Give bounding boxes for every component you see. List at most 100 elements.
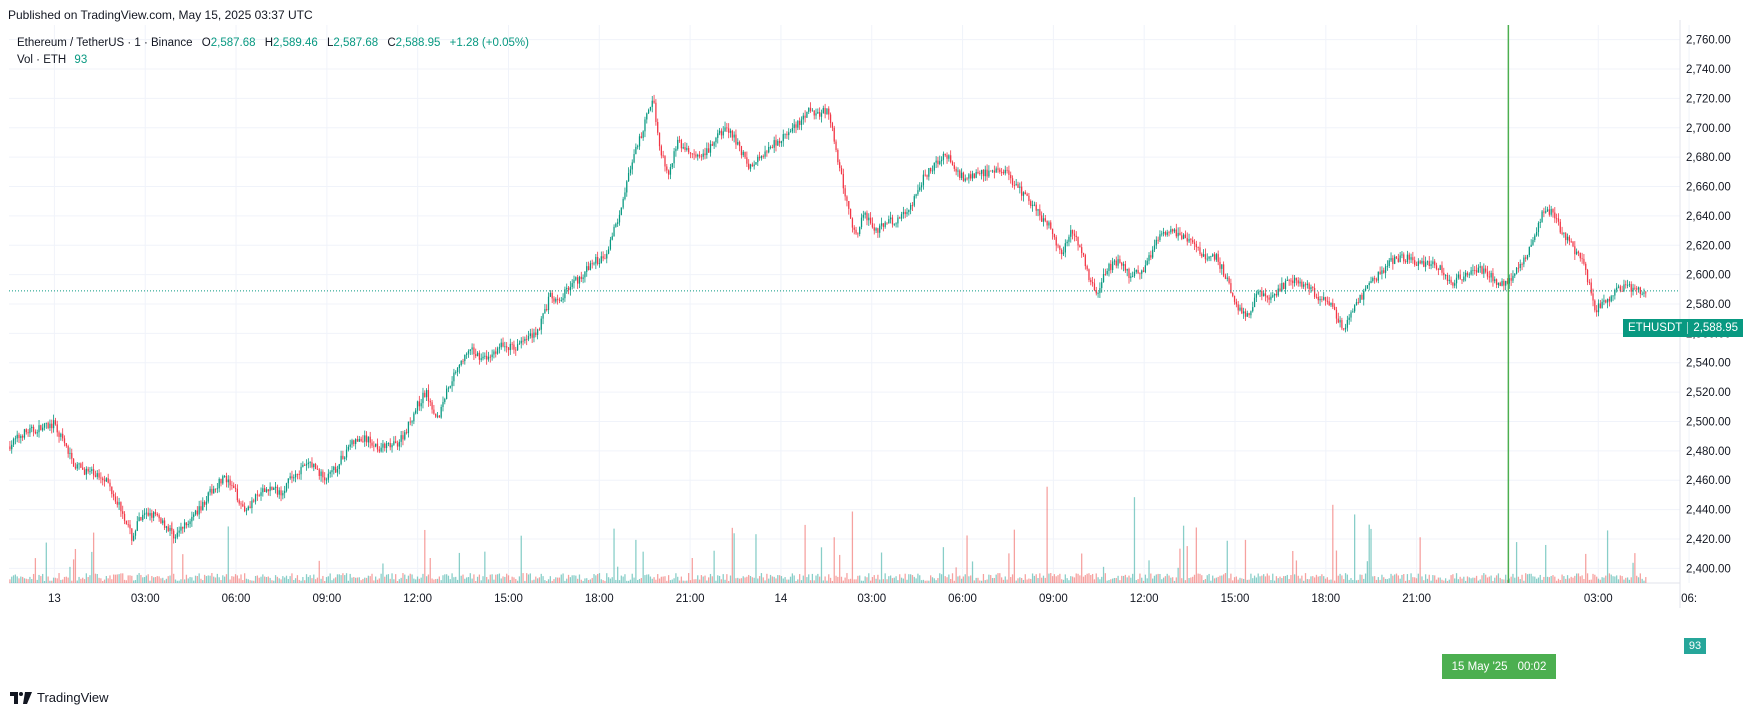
candle-body — [1574, 246, 1576, 255]
candle-body — [1295, 277, 1298, 281]
candle-body — [895, 223, 897, 225]
volume-bar — [1395, 573, 1398, 583]
candle-body — [1412, 257, 1414, 261]
volume-bar — [979, 580, 981, 583]
candle-body — [131, 528, 133, 541]
candle-body — [489, 356, 491, 358]
candle-body — [1415, 264, 1418, 266]
volume-bar — [1068, 580, 1070, 583]
candle-body — [684, 147, 686, 150]
candle-body — [828, 108, 830, 115]
candle-body — [220, 478, 222, 484]
volume-bar — [1501, 579, 1503, 583]
volume-bar — [1614, 576, 1616, 583]
candle-body — [307, 462, 309, 465]
volume-bar — [717, 575, 719, 583]
volume-bar — [1004, 576, 1006, 583]
volume-bar — [293, 579, 295, 583]
volume-bar — [74, 548, 77, 583]
volume-bar — [1364, 573, 1367, 583]
volume-bar — [660, 576, 662, 583]
candle-body — [793, 124, 795, 129]
x-tick-label: 09:00 — [1039, 593, 1068, 605]
candle-body — [910, 205, 912, 210]
candle-body — [445, 388, 448, 399]
volume-bar — [1592, 573, 1594, 583]
candle-body — [1375, 279, 1378, 281]
volume-bar — [384, 576, 386, 583]
candle-body — [598, 263, 601, 264]
candle-body — [979, 173, 981, 174]
candle-body — [1022, 192, 1025, 196]
candle-body — [173, 530, 175, 539]
candle-body — [995, 168, 997, 173]
volume-bar — [1141, 577, 1143, 583]
volume-bar — [1181, 578, 1183, 583]
candle-body — [529, 333, 531, 336]
candle-body — [1501, 280, 1503, 286]
candle-body — [1288, 279, 1290, 281]
candle-body — [1019, 186, 1021, 188]
volume-bar — [1057, 575, 1059, 583]
volume-bar — [1381, 574, 1383, 583]
volume-bar — [362, 578, 364, 583]
candle-body — [515, 349, 517, 351]
candle-body — [1355, 302, 1358, 306]
candle-body — [1277, 288, 1279, 296]
volume-bar — [1354, 514, 1356, 583]
volume-bar — [693, 579, 695, 583]
candle-body — [586, 266, 588, 272]
candle-body — [822, 107, 824, 114]
candle-body — [31, 426, 33, 429]
candle-body — [1619, 286, 1621, 291]
candle-body — [1466, 272, 1469, 275]
volume-bar — [1577, 573, 1580, 583]
candle-body — [231, 485, 233, 487]
candle-body — [264, 488, 266, 492]
candle-body — [356, 439, 359, 442]
candle-body — [933, 162, 935, 171]
candle-body — [1212, 254, 1214, 257]
candle-body — [562, 298, 564, 301]
volume-bar — [1383, 577, 1385, 583]
volume-bar — [1637, 577, 1640, 583]
volume-bar — [915, 578, 917, 583]
candle-body — [1354, 305, 1356, 312]
volume-bar — [1071, 576, 1074, 583]
volume-bar — [1435, 579, 1438, 583]
volume-bar — [107, 578, 109, 583]
volume-bar — [973, 580, 975, 583]
volume-bar — [305, 574, 308, 583]
volume-bar — [1022, 579, 1025, 583]
candle-body — [340, 455, 342, 465]
candle-body — [153, 512, 155, 518]
volume-bar — [249, 580, 251, 583]
candle-body — [214, 488, 217, 490]
volume-bar — [1224, 573, 1227, 583]
candle-body — [480, 358, 482, 360]
volume-bar — [134, 579, 137, 583]
volume-bar — [418, 578, 420, 583]
footer[interactable]: TradingView — [10, 690, 109, 705]
candle-body — [1450, 279, 1452, 283]
candle-body — [1621, 290, 1623, 292]
candle-body — [1543, 211, 1545, 213]
volume-bar — [1344, 573, 1347, 583]
candle-body — [1177, 232, 1179, 237]
candle-body — [566, 287, 568, 290]
volume-bar — [647, 574, 650, 583]
volume-bar — [1172, 577, 1174, 583]
volume-bar — [1423, 580, 1425, 583]
candle-body — [471, 347, 473, 350]
volume-bar — [1275, 576, 1278, 583]
x-tick-label: 15:00 — [1221, 593, 1250, 605]
candle-body — [607, 249, 610, 254]
candle-body — [595, 256, 597, 264]
candle-body — [556, 298, 559, 300]
volume-bar — [225, 574, 228, 583]
candle-body — [1486, 271, 1489, 277]
candle-body — [1636, 288, 1638, 290]
candle-body — [1010, 174, 1012, 179]
x-tick-label: 18:00 — [1311, 593, 1340, 605]
